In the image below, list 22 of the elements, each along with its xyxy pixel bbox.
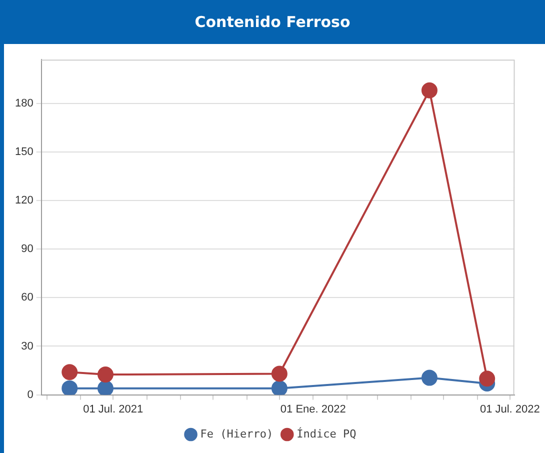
point bbox=[421, 370, 438, 386]
legend-label: Fe (Hierro) bbox=[200, 427, 274, 440]
y-tick-label: 30 bbox=[21, 340, 34, 352]
point bbox=[62, 364, 78, 380]
point bbox=[97, 366, 114, 383]
y-tick-label: 0 bbox=[27, 388, 34, 401]
point bbox=[271, 380, 288, 395]
x-tick-label: 01 Jul. 2022 bbox=[480, 403, 540, 416]
y-tick-label: 180 bbox=[14, 97, 34, 110]
point bbox=[479, 370, 496, 387]
x-tick-label: 01 Ene. 2022 bbox=[280, 403, 346, 416]
y-tick-label: 150 bbox=[14, 146, 34, 158]
y-tick-label: 60 bbox=[21, 292, 34, 304]
point bbox=[62, 380, 78, 395]
point bbox=[271, 366, 288, 382]
y-tick-label: 90 bbox=[21, 243, 34, 256]
point bbox=[421, 82, 438, 98]
legend-label: Índice PQ bbox=[296, 426, 356, 440]
y-tick-label: 120 bbox=[14, 194, 34, 207]
point bbox=[97, 380, 114, 395]
chart-title: Contenido Ferroso bbox=[0, 0, 545, 44]
x-tick-label: 01 Jul. 2021 bbox=[83, 403, 144, 416]
